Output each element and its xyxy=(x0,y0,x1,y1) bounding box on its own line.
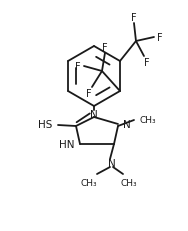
Text: HN: HN xyxy=(59,139,75,149)
Text: F: F xyxy=(75,62,81,72)
Text: CH₃: CH₃ xyxy=(121,179,137,188)
Text: F: F xyxy=(157,33,163,43)
Text: F: F xyxy=(86,89,92,99)
Text: CH₃: CH₃ xyxy=(140,116,157,125)
Text: F: F xyxy=(131,13,137,23)
Text: F: F xyxy=(102,43,108,53)
Text: HS: HS xyxy=(38,119,52,129)
Text: N: N xyxy=(108,158,116,168)
Text: F: F xyxy=(144,58,150,68)
Text: CH₃: CH₃ xyxy=(81,179,97,188)
Text: N: N xyxy=(90,109,98,119)
Text: N: N xyxy=(123,119,131,129)
